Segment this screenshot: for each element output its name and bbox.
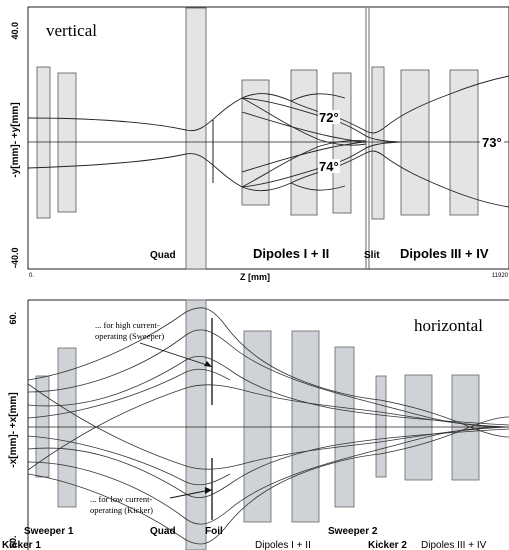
horizontal-y-axis-label: -x[mm]- +x[mm] <box>8 392 19 467</box>
vertical-dipole-3 <box>400 69 430 216</box>
horizontal-dipole-2 <box>291 330 320 523</box>
horizontal-ray-5 <box>27 356 509 426</box>
annotation-high-line2: operating (Sweeper) <box>95 331 164 341</box>
horizontal-dipole-1 <box>243 330 272 523</box>
horizontal-quad <box>185 299 207 550</box>
vertical-label-dipoles-3-4: Dipoles III + IV <box>400 246 489 261</box>
horizontal-label-sweeper-1: Sweeper 1 <box>24 526 74 537</box>
vertical-ray-top-fan <box>290 93 346 102</box>
vertical-y-min: -40.0 <box>10 247 20 268</box>
annotation-low-arrowhead <box>205 487 212 494</box>
angle-label-73: 73° <box>482 135 502 150</box>
annotation-low-line2: operating (Kicker) <box>90 505 153 515</box>
vertical-x-end: 11920 <box>492 273 509 279</box>
angle-label-73-bg <box>480 135 504 149</box>
vertical-panel: 40.0 -y[mm]- +y[mm] -40.0 vertical <box>10 6 509 282</box>
vertical-quad-element <box>185 7 207 270</box>
annotation-low-line1: ... for low current- <box>90 494 152 504</box>
annotation-high-arrow <box>139 342 211 367</box>
vertical-y-max: 40.0 <box>10 22 20 40</box>
vertical-slit-element <box>371 66 385 220</box>
horizontal-ray-6 <box>27 428 509 498</box>
vertical-y-axis-label: -y[mm]- +y[mm] <box>10 102 21 177</box>
vertical-label-quad: Quad <box>150 250 176 261</box>
vertical-ray-mid-b <box>241 141 367 173</box>
vertical-element-1 <box>36 66 51 219</box>
angle-label-72-bg <box>318 110 340 124</box>
angle-label-74: 74° <box>319 159 339 174</box>
horizontal-label-sweeper-2: Sweeper 2 <box>328 526 378 537</box>
horizontal-label-kicker-2: Kicker 2 <box>368 540 407 550</box>
horizontal-panel: 60. -x[mm]- +x[mm] 60. horizontal ... <box>2 299 509 550</box>
horizontal-ray-2 <box>27 416 509 545</box>
horizontal-y-max: 60. <box>8 312 18 325</box>
vertical-dipole-4 <box>449 69 479 216</box>
angle-label-74-bg <box>318 159 340 173</box>
horizontal-dipole-4 <box>451 374 480 481</box>
vertical-label-slit: Slit <box>364 250 380 261</box>
horizontal-ray-4 <box>27 426 509 525</box>
vertical-x-start: 0. <box>29 273 34 279</box>
annotation-high-arrowhead <box>204 361 212 367</box>
vertical-dipole-2 <box>290 69 318 216</box>
horizontal-title: horizontal <box>414 316 483 335</box>
vertical-ray-bottom-fan <box>290 182 346 191</box>
vertical-label-dipoles-1-2: Dipoles I + II <box>253 246 329 261</box>
angle-label-72: 72° <box>319 110 339 125</box>
vertical-ray-72-b <box>241 97 367 146</box>
annotation-low-arrow <box>169 489 211 499</box>
horizontal-label-kicker-1: Kicker 1 <box>2 540 41 550</box>
horizontal-label-dipoles-1-2: Dipoles I + II <box>255 540 311 550</box>
horizontal-label-dipoles-3-4: Dipoles III + IV <box>421 540 487 550</box>
vertical-plot-frame <box>27 6 509 270</box>
vertical-ray-74-b <box>241 141 401 188</box>
vertical-dipole-2b <box>332 72 352 214</box>
horizontal-ray-1 <box>27 307 509 438</box>
horizontal-ray-9 <box>27 368 231 419</box>
horizontal-kicker-2 <box>375 375 387 478</box>
vertical-element-2 <box>57 72 77 213</box>
horizontal-y-min: 60. <box>8 535 18 548</box>
horizontal-ray-10 <box>27 435 231 486</box>
vertical-ray-mid-a <box>241 111 367 143</box>
horizontal-ray-3 <box>27 329 509 428</box>
horizontal-ray-7 <box>27 384 509 471</box>
vertical-title: vertical <box>46 21 97 40</box>
horizontal-ray-8 <box>27 383 509 470</box>
horizontal-label-quad: Quad <box>150 526 176 537</box>
annotation-high-line1: ... for high current- <box>95 320 160 330</box>
horizontal-dipole-3 <box>404 374 433 481</box>
horizontal-label-foil: Foil <box>205 526 223 537</box>
vertical-x-axis-label: Z [mm] <box>240 272 270 282</box>
vertical-ray-72-a <box>241 97 401 143</box>
